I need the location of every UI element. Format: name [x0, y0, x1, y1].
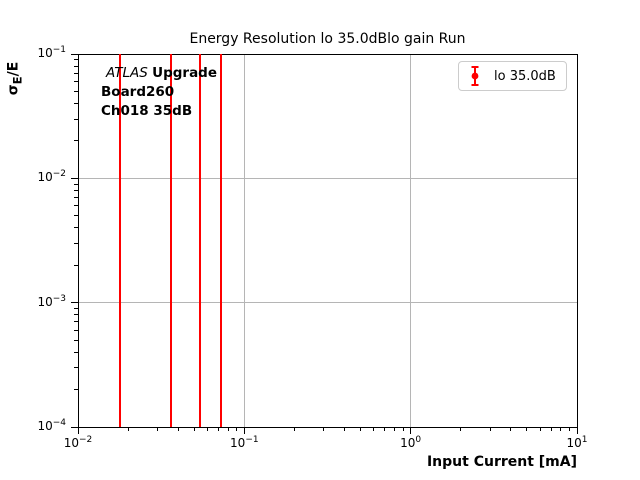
x-major-tick [243, 427, 245, 434]
y-minor-tick [74, 329, 78, 331]
x-minor-tick [384, 427, 386, 431]
x-minor-tick [343, 427, 345, 431]
x-minor-tick [218, 427, 220, 431]
x-minor-tick [360, 427, 362, 431]
x-tick-label: 100 [400, 435, 422, 450]
x-minor-tick [156, 427, 158, 431]
x-major-tick [576, 427, 578, 434]
y-minor-tick [74, 90, 78, 92]
annotation-atlas: ATLAS [106, 65, 148, 81]
x-minor-tick [227, 427, 229, 431]
y-minor-tick [74, 140, 78, 142]
annotation-line-3: Ch018 35dB [101, 103, 193, 119]
y-tick-label: 10−2 [37, 169, 66, 185]
x-minor-tick [177, 427, 179, 431]
x-major-tick [77, 427, 79, 434]
x-minor-tick [373, 427, 375, 431]
errorbar-marker-icon [471, 66, 479, 86]
legend-label: lo 35.0dB [494, 68, 556, 84]
x-minor-tick [323, 427, 325, 431]
y-minor-tick [74, 118, 78, 120]
x-gridline [410, 54, 412, 427]
x-minor-tick [550, 427, 552, 431]
x-gridline [243, 54, 245, 427]
error-bar [198, 54, 201, 427]
annotation-line-1: ATLAS Upgrade [101, 64, 217, 83]
x-minor-tick [510, 427, 512, 431]
y-minor-tick [74, 197, 78, 199]
y-minor-tick [74, 389, 78, 391]
x-minor-tick [539, 427, 541, 431]
y-minor-tick [74, 81, 78, 83]
x-minor-tick [526, 427, 528, 431]
x-minor-tick [127, 427, 129, 431]
x-tick-label: 10−1 [230, 435, 259, 450]
y-minor-tick [74, 189, 78, 191]
y-tick-label: 10−4 [37, 418, 66, 433]
y-axis-label-sigma: σ [5, 84, 22, 96]
annotation-line-2: Board260 [101, 84, 175, 100]
x-minor-tick [394, 427, 396, 431]
x-minor-tick [460, 427, 462, 431]
x-major-tick [410, 427, 412, 434]
y-minor-tick [74, 65, 78, 67]
y-major-tick [71, 426, 78, 428]
y-minor-tick [74, 205, 78, 207]
y-minor-tick [74, 102, 78, 104]
x-minor-tick [293, 427, 295, 431]
x-minor-tick [568, 427, 570, 431]
error-bar [169, 54, 172, 427]
x-minor-tick [489, 427, 491, 431]
y-major-tick [71, 177, 78, 179]
chart-title: Energy Resolution lo 35.0dBlo gain Run [189, 31, 466, 47]
y-gridline [78, 177, 577, 179]
y-minor-tick [74, 215, 78, 217]
error-bar [219, 54, 222, 427]
y-minor-tick [74, 367, 78, 369]
x-minor-tick [193, 427, 195, 431]
y-minor-tick [74, 307, 78, 309]
y-major-tick [71, 302, 78, 304]
y-tick-label: 10−1 [37, 45, 66, 60]
y-gridline [78, 302, 577, 304]
y-minor-tick [74, 339, 78, 341]
x-minor-tick [236, 427, 238, 431]
x-axis-label: Input Current [mA] [426, 454, 577, 470]
y-minor-tick [74, 72, 78, 74]
legend: lo 35.0dB [458, 61, 567, 91]
y-minor-tick [74, 183, 78, 185]
y-minor-tick [74, 314, 78, 316]
x-minor-tick [206, 427, 208, 431]
y-minor-tick [74, 264, 78, 266]
y-minor-tick [74, 227, 78, 229]
x-tick-label: 10−2 [63, 435, 93, 450]
y-major-tick [71, 53, 78, 55]
annotation-text: ATLAS Upgrade Board260 Ch018 35dB [101, 64, 217, 121]
y-minor-tick [74, 242, 78, 244]
y-tick-label: 10−3 [37, 293, 66, 309]
annotation-upgrade: Upgrade [152, 65, 218, 81]
y-minor-tick [74, 321, 78, 323]
y-axis-label-rest: /E [5, 61, 22, 77]
error-bar [119, 54, 122, 427]
y-minor-tick [74, 59, 78, 61]
y-minor-tick [74, 351, 78, 353]
x-tick-label: 101 [566, 435, 588, 450]
x-minor-tick [560, 427, 562, 431]
y-axis-label-subscript: E [10, 76, 25, 85]
x-minor-tick [402, 427, 404, 431]
